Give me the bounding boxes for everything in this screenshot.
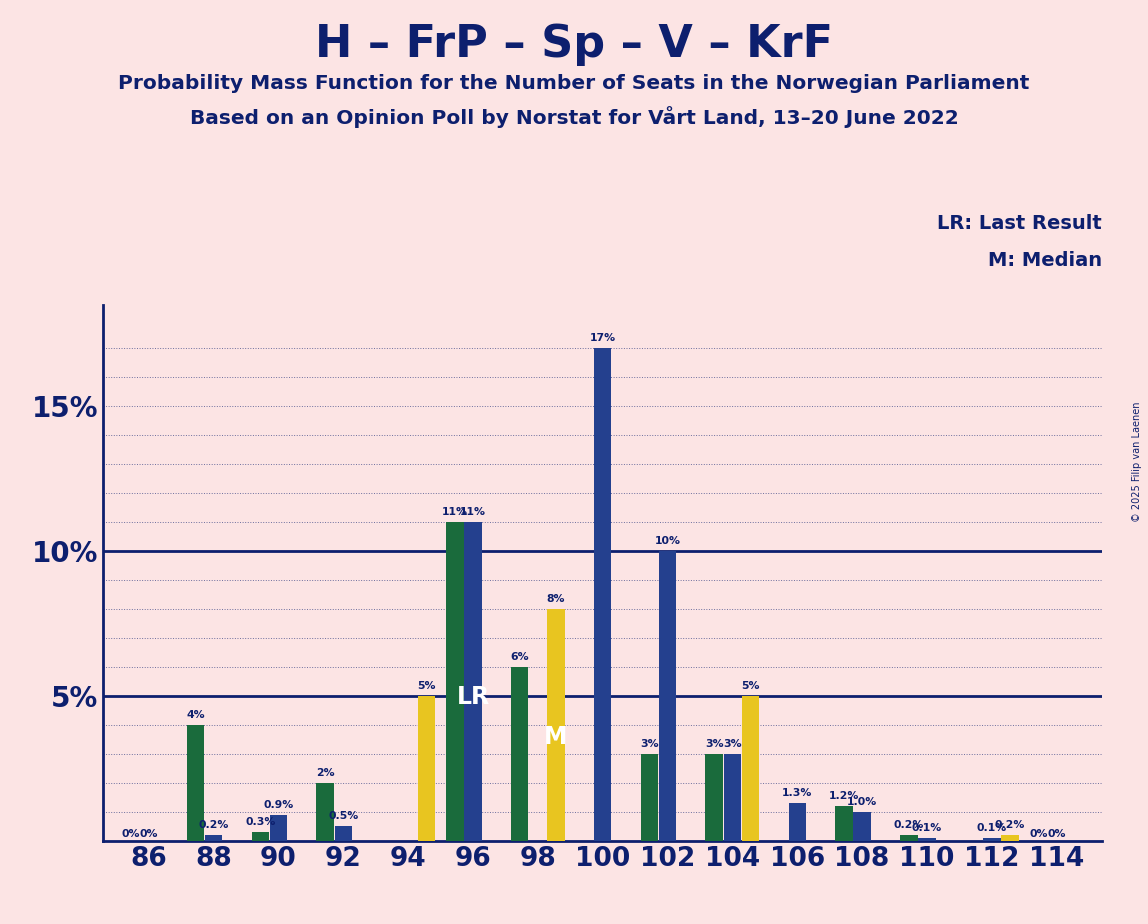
Text: © 2025 Filip van Laenen: © 2025 Filip van Laenen (1132, 402, 1142, 522)
Bar (251, 833, 269, 841)
Bar (742, 696, 759, 841)
Text: 0%: 0% (139, 830, 158, 839)
Bar (723, 754, 742, 841)
Text: 6%: 6% (511, 651, 529, 662)
Text: 0.2%: 0.2% (893, 820, 924, 830)
Text: 8%: 8% (546, 594, 565, 604)
Text: 3%: 3% (705, 738, 723, 748)
Bar (789, 803, 806, 841)
Bar (641, 754, 658, 841)
Text: LR: LR (457, 686, 489, 710)
Text: 11%: 11% (442, 507, 468, 517)
Text: Probability Mass Function for the Number of Seats in the Norwegian Parliament: Probability Mass Function for the Number… (118, 74, 1030, 93)
Text: 11%: 11% (460, 507, 486, 517)
Bar (447, 522, 464, 841)
Bar (659, 551, 676, 841)
Bar (548, 609, 565, 841)
Bar (706, 754, 723, 841)
Text: 5%: 5% (742, 681, 760, 691)
Text: H – FrP – Sp – V – KrF: H – FrP – Sp – V – KrF (315, 23, 833, 67)
Text: 0.2%: 0.2% (199, 820, 228, 830)
Text: 0%: 0% (1030, 830, 1048, 839)
Bar (270, 815, 287, 841)
Bar (1001, 835, 1018, 841)
Text: 0%: 0% (1047, 830, 1066, 839)
Text: M: M (544, 724, 568, 748)
Text: 0.3%: 0.3% (245, 817, 276, 827)
Bar (418, 696, 435, 841)
Text: 1.2%: 1.2% (829, 791, 859, 801)
Text: 3%: 3% (641, 738, 659, 748)
Text: 17%: 17% (590, 334, 615, 343)
Text: 4%: 4% (186, 710, 204, 720)
Text: 0.5%: 0.5% (328, 811, 358, 821)
Bar (836, 806, 853, 841)
Bar (204, 835, 223, 841)
Bar (317, 783, 334, 841)
Text: M: Median: M: Median (988, 251, 1102, 271)
Text: 0%: 0% (122, 830, 140, 839)
Bar (594, 348, 612, 841)
Text: 5%: 5% (417, 681, 435, 691)
Text: 0.9%: 0.9% (263, 799, 294, 809)
Text: 10%: 10% (654, 536, 681, 546)
Text: Based on an Opinion Poll by Norstat for Vårt Land, 13–20 June 2022: Based on an Opinion Poll by Norstat for … (189, 106, 959, 128)
Text: 0.1%: 0.1% (912, 822, 943, 833)
Bar (918, 838, 936, 841)
Text: 2%: 2% (316, 768, 334, 778)
Bar (187, 725, 204, 841)
Bar (334, 826, 352, 841)
Text: 0.1%: 0.1% (977, 822, 1007, 833)
Text: 1.3%: 1.3% (782, 788, 813, 798)
Bar (511, 667, 528, 841)
Text: 1.0%: 1.0% (847, 796, 877, 807)
Text: LR: Last Result: LR: Last Result (937, 213, 1102, 233)
Bar (464, 522, 482, 841)
Bar (983, 838, 1001, 841)
Bar (900, 835, 917, 841)
Text: 3%: 3% (723, 738, 742, 748)
Bar (853, 812, 871, 841)
Text: 0.2%: 0.2% (995, 820, 1025, 830)
